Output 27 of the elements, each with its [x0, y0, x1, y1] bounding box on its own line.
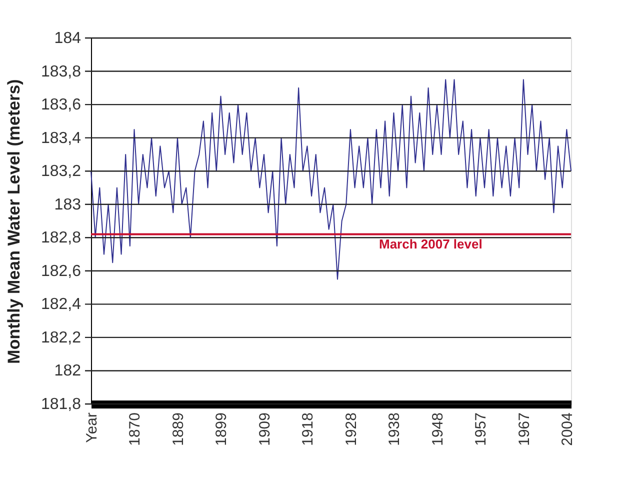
y-tick-label: 182,8: [40, 230, 82, 247]
y-tick-label: 183,2: [40, 163, 82, 180]
y-tick-label: 181,8: [40, 396, 82, 413]
line-series: [90, 79, 572, 280]
x-tick-label: 2004: [559, 412, 576, 446]
x-tick-label: 1967: [516, 412, 533, 446]
y-tick-label: 183,6: [40, 96, 82, 114]
ref-line-label: March 2007 level: [379, 236, 482, 252]
y-tick-label: 183,8: [40, 63, 82, 80]
x-tick-label: 1938: [386, 412, 404, 446]
y-tick-label: 182,4: [40, 296, 82, 314]
y-tick-label: 183,4: [40, 130, 82, 147]
x-tick-label: 1899: [213, 412, 230, 446]
x-tick-label: 1918: [300, 412, 317, 446]
y-tick-label: 184: [54, 30, 82, 47]
x-tick-label: 1957: [472, 412, 490, 446]
x-tick-label: 1889: [170, 412, 187, 446]
y-tick-label: 182,2: [40, 329, 82, 346]
y-tick-label: 183: [54, 196, 82, 214]
x-tick-label: 1870: [126, 412, 144, 446]
x-tick-label: 1909: [256, 412, 274, 446]
y-axis-title: Monthly Mean Water Level (meters): [4, 79, 24, 364]
y-tick-label: 182: [54, 362, 82, 380]
x-tick-label: 1948: [429, 412, 446, 446]
x-tick-label: 1928: [342, 412, 360, 446]
x-tick-label: Year: [84, 412, 100, 443]
y-tick-label: 182,6: [40, 262, 82, 280]
